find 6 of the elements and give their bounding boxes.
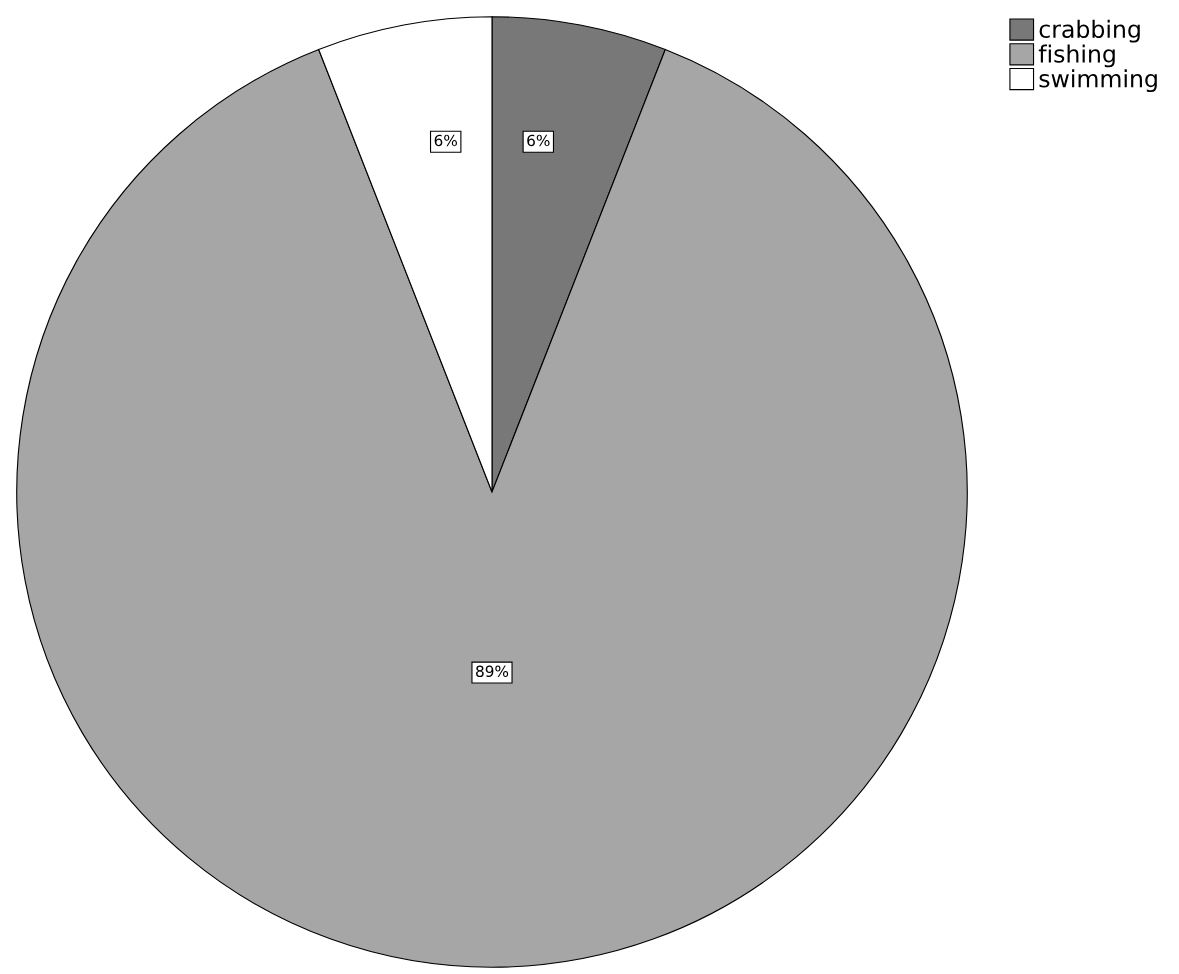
legend-label: swimming — [1039, 69, 1157, 93]
data-label: 6% — [434, 134, 457, 147]
legend-label: crabbing — [1039, 19, 1140, 43]
data-label: 6% — [527, 134, 550, 147]
data-label: 89% — [476, 665, 509, 678]
legend-label: fishing — [1038, 44, 1115, 68]
